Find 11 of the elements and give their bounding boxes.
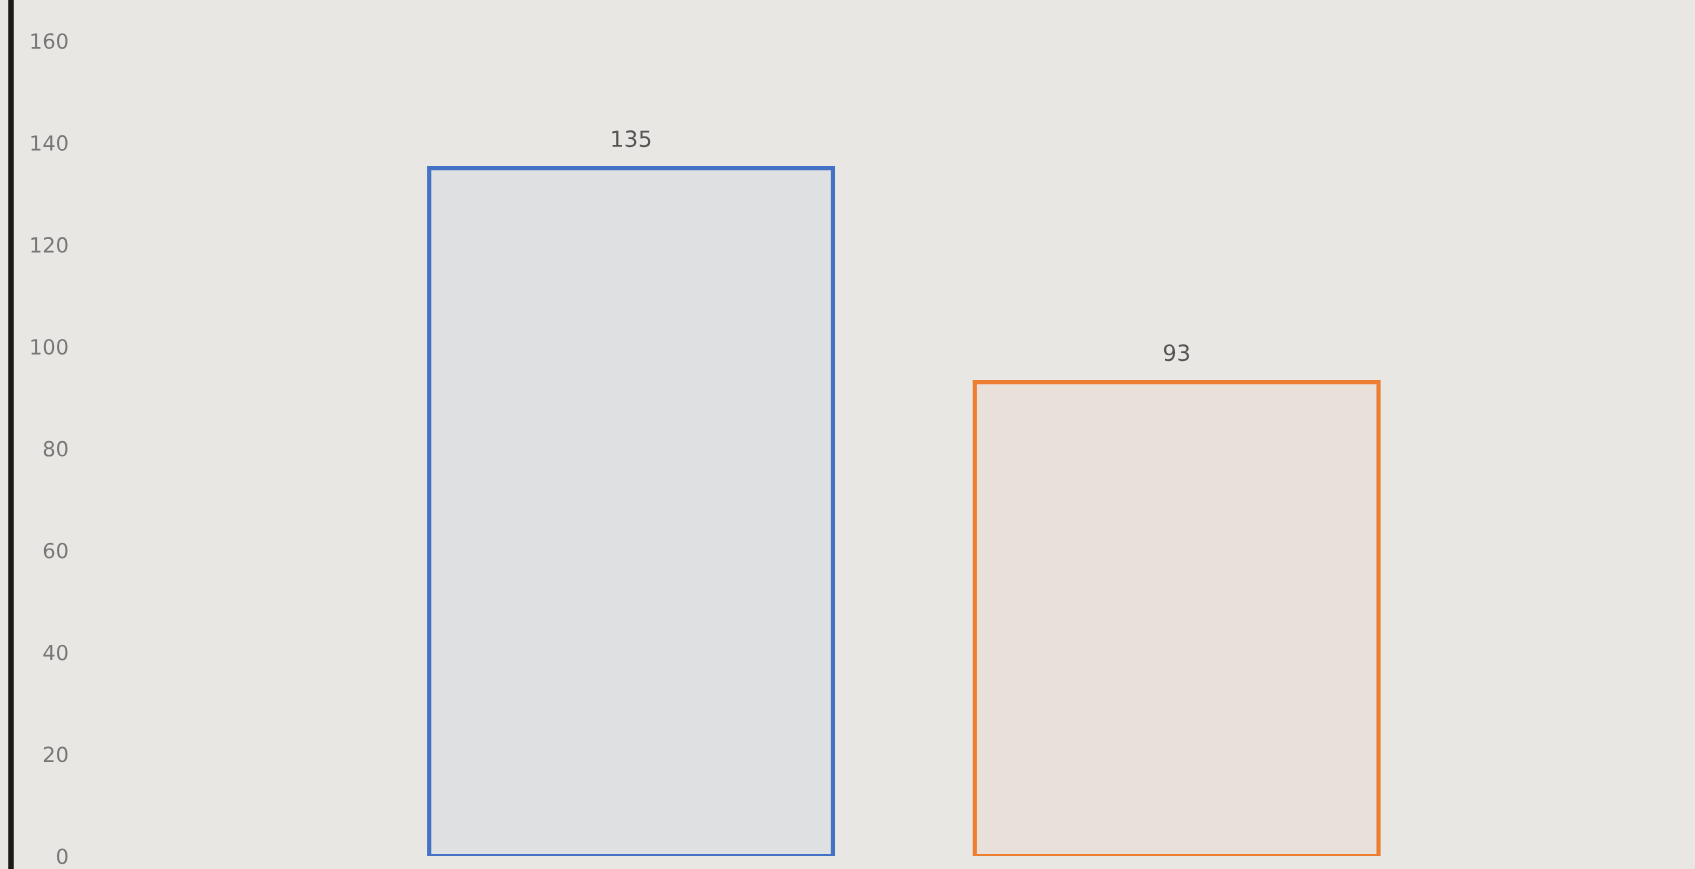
y-tick-label: 140 — [31, 135, 68, 151]
data-label: 135 — [612, 130, 651, 148]
y-tick-label: 100 — [31, 338, 68, 355]
y-tick-label: 0 — [57, 848, 68, 865]
data-label: 93 — [1163, 344, 1190, 362]
y-tick-label: 40 — [43, 644, 68, 661]
y-tick-label: 80 — [43, 440, 68, 457]
y-tick-label: 120 — [31, 237, 68, 253]
y-tick-label: 60 — [43, 542, 68, 559]
y-tick-label: 160 — [31, 33, 68, 49]
y-tick-label: 20 — [43, 746, 68, 763]
